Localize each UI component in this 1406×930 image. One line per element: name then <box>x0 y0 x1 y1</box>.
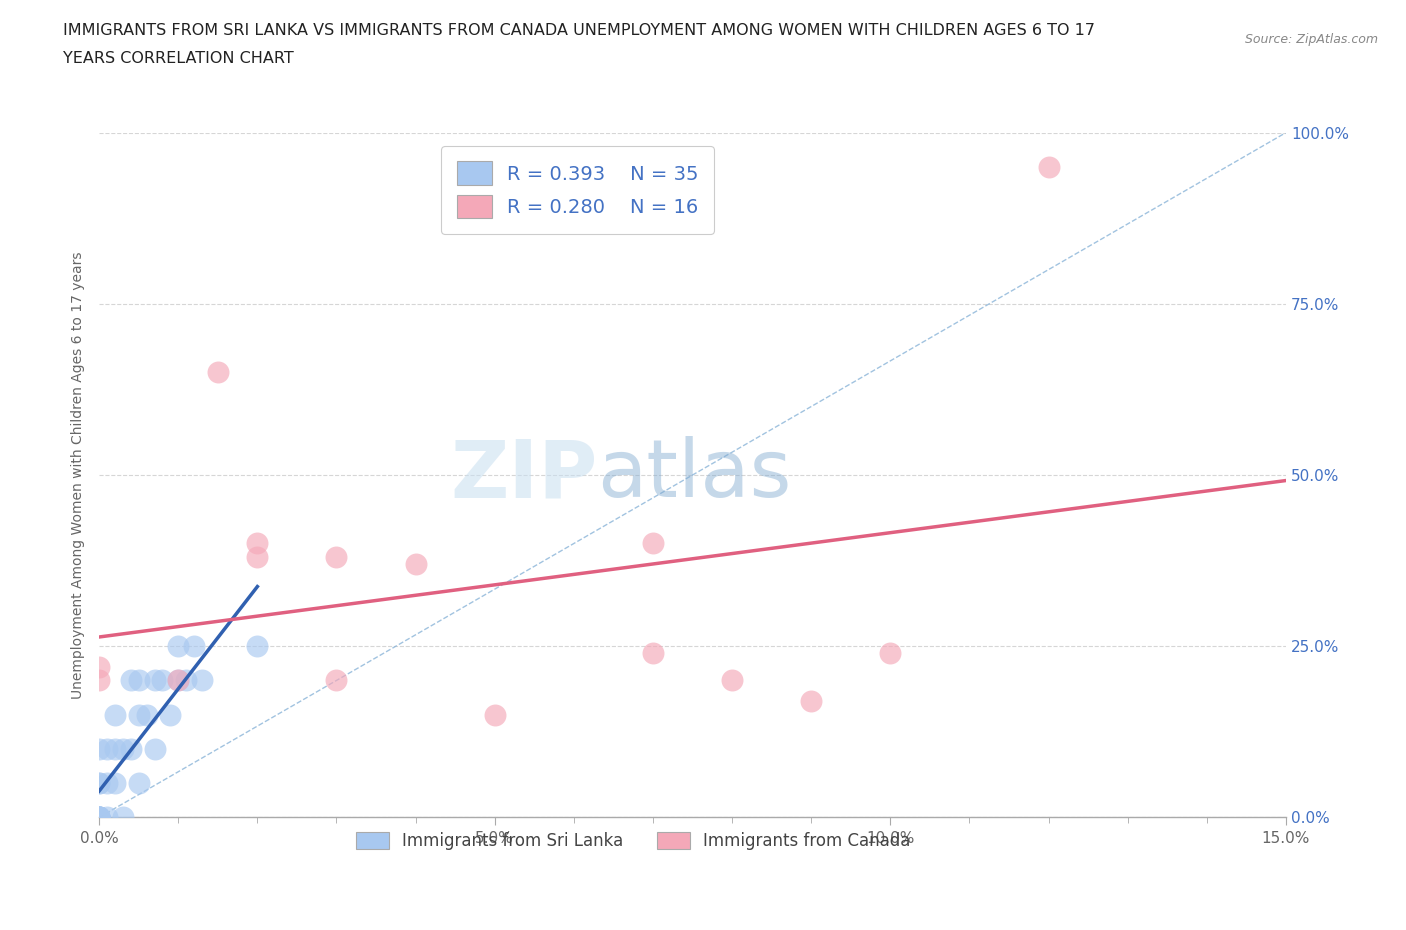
Text: Source: ZipAtlas.com: Source: ZipAtlas.com <box>1244 33 1378 46</box>
Point <box>641 536 664 551</box>
Point <box>167 673 190 688</box>
Point <box>246 639 269 654</box>
Point <box>152 673 174 688</box>
Point <box>1038 159 1060 174</box>
Text: atlas: atlas <box>598 436 792 514</box>
Point <box>120 741 142 756</box>
Text: IMMIGRANTS FROM SRI LANKA VS IMMIGRANTS FROM CANADA UNEMPLOYMENT AMONG WOMEN WIT: IMMIGRANTS FROM SRI LANKA VS IMMIGRANTS … <box>63 23 1095 38</box>
Point <box>96 776 118 790</box>
Point <box>128 707 150 722</box>
Point <box>89 810 111 825</box>
Point <box>174 673 197 688</box>
Text: ZIP: ZIP <box>450 436 598 514</box>
Point <box>104 741 127 756</box>
Point <box>89 776 111 790</box>
Point <box>167 639 190 654</box>
Point <box>484 707 506 722</box>
Point <box>96 741 118 756</box>
Point <box>246 550 269 565</box>
Point <box>721 673 744 688</box>
Point <box>143 741 166 756</box>
Point <box>96 810 118 825</box>
Point <box>89 810 111 825</box>
Y-axis label: Unemployment Among Women with Children Ages 6 to 17 years: Unemployment Among Women with Children A… <box>72 251 86 698</box>
Point <box>89 810 111 825</box>
Point <box>89 776 111 790</box>
Point <box>89 810 111 825</box>
Point <box>143 673 166 688</box>
Point <box>89 673 111 688</box>
Point <box>207 365 229 379</box>
Point <box>191 673 214 688</box>
Point <box>246 536 269 551</box>
Point <box>89 810 111 825</box>
Point <box>800 694 823 709</box>
Point <box>104 707 127 722</box>
Point <box>111 810 134 825</box>
Point <box>325 673 347 688</box>
Point <box>120 673 142 688</box>
Legend: Immigrants from Sri Lanka, Immigrants from Canada: Immigrants from Sri Lanka, Immigrants fr… <box>349 826 918 857</box>
Point <box>159 707 181 722</box>
Point <box>89 741 111 756</box>
Point <box>128 673 150 688</box>
Point <box>167 673 190 688</box>
Point <box>183 639 205 654</box>
Point <box>89 810 111 825</box>
Point <box>135 707 157 722</box>
Point <box>879 645 901 660</box>
Point <box>405 556 427 571</box>
Point <box>111 741 134 756</box>
Point <box>89 659 111 674</box>
Text: YEARS CORRELATION CHART: YEARS CORRELATION CHART <box>63 51 294 66</box>
Point <box>89 810 111 825</box>
Point <box>641 645 664 660</box>
Point <box>104 776 127 790</box>
Point <box>89 810 111 825</box>
Point <box>325 550 347 565</box>
Point <box>128 776 150 790</box>
